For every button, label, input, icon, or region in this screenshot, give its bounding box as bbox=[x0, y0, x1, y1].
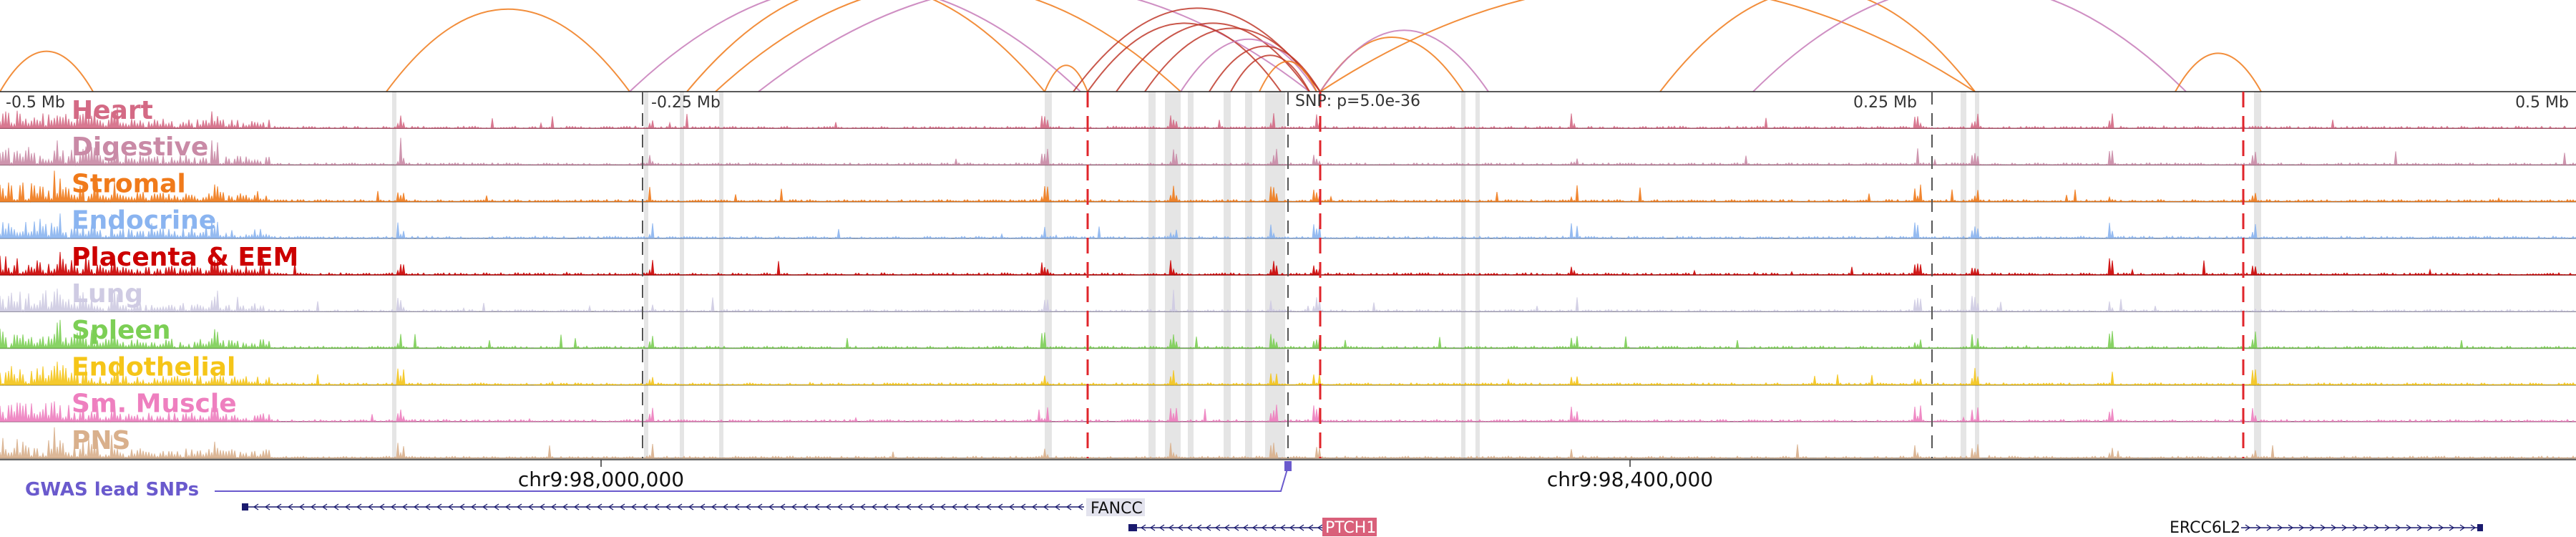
position-label-left: -0.5 Mb bbox=[6, 94, 65, 112]
signal-area bbox=[0, 213, 2576, 240]
gwas-label: GWAS lead SNPs bbox=[25, 479, 199, 500]
interaction-arc bbox=[629, 0, 1081, 92]
chrom-label-2: chr9:98,400,000 bbox=[1547, 468, 1713, 491]
interaction-arc bbox=[686, 0, 1045, 92]
gene-label-bg bbox=[1322, 518, 1377, 536]
track-label: Spleen bbox=[72, 316, 171, 345]
interaction-arc bbox=[1180, 38, 1317, 92]
track-label: Digestive bbox=[72, 132, 208, 162]
track-label: Endothelial bbox=[72, 352, 235, 382]
chrom-label-1: chr9:98,000,000 bbox=[518, 468, 684, 491]
track-spleen bbox=[0, 319, 2576, 350]
track-labels: Heart Digestive Stromal Endocrine Placenta &… bbox=[72, 96, 298, 455]
interaction-arc bbox=[1319, 29, 1489, 92]
interaction-arc bbox=[1087, 22, 1282, 92]
gene-ptch1[interactable]: PTCH1 bbox=[1128, 518, 1377, 537]
signal-area bbox=[0, 400, 2576, 423]
track-label: Placenta & EEM bbox=[72, 243, 298, 272]
signal-area bbox=[0, 319, 2576, 350]
interaction-arc bbox=[1319, 0, 1976, 92]
interaction-arc bbox=[0, 50, 94, 92]
gene-label-ptch1: PTCH1 bbox=[1325, 519, 1376, 537]
signal-area bbox=[0, 137, 2576, 167]
gene-label-ercc6l2: ERCC6L2 bbox=[2170, 519, 2240, 537]
interaction-arc bbox=[1044, 64, 1088, 92]
track-label: Endocrine bbox=[72, 206, 216, 236]
track-endocrine bbox=[0, 213, 2576, 240]
position-label-left-mid: -0.25 Mb bbox=[651, 94, 721, 112]
interaction-arc bbox=[386, 9, 630, 92]
interaction-arc bbox=[1209, 45, 1321, 92]
strand-arrows bbox=[253, 503, 1083, 511]
track-label: Lung bbox=[72, 279, 143, 309]
track-label: Sm. Muscle bbox=[72, 390, 237, 419]
gene-fancc[interactable]: FANCC bbox=[242, 498, 1145, 518]
track-endothelial bbox=[0, 361, 2576, 387]
chromosome-axis: chr9:98,000,000 chr9:98,400,000 bbox=[0, 459, 2576, 491]
interaction-arcs bbox=[0, 0, 2262, 92]
gwas-link-line bbox=[215, 466, 1289, 492]
interaction-arc bbox=[1259, 60, 1317, 92]
interaction-arc bbox=[1144, 27, 1321, 92]
strand-arrows bbox=[2245, 524, 2477, 531]
signal-area bbox=[0, 427, 2576, 460]
gwas-snp-marker[interactable] bbox=[1284, 461, 1292, 471]
interaction-arc bbox=[2175, 52, 2262, 92]
snp-label: SNP: p=5.0e-36 bbox=[1295, 92, 1420, 110]
marker-lines bbox=[642, 92, 2245, 458]
track-area: Heart Digestive Stromal Endocrine Placenta &… bbox=[0, 91, 2576, 460]
gene-label-fancc: FANCC bbox=[1091, 500, 1143, 518]
signal-area bbox=[0, 107, 2576, 130]
signal-area bbox=[0, 170, 2576, 203]
gene-track: FANCC PTCH1 ERCC6L2 bbox=[242, 498, 2483, 537]
gene-ercc6l2[interactable]: ERCC6L2 bbox=[2170, 519, 2483, 537]
position-label-right: 0.5 Mb bbox=[2515, 94, 2569, 112]
signal-area bbox=[0, 361, 2576, 387]
track-label: PNS bbox=[72, 426, 130, 455]
gene-label-bg bbox=[1086, 498, 1145, 516]
interaction-arc bbox=[1752, 0, 2187, 92]
interaction-arc bbox=[1230, 54, 1310, 92]
interaction-arc bbox=[715, 0, 1181, 92]
track-label: Heart bbox=[72, 96, 153, 125]
interaction-arc bbox=[1659, 0, 1976, 92]
track-heart bbox=[0, 107, 2576, 130]
position-label-right-mid: 0.25 Mb bbox=[1853, 94, 1917, 112]
signal-area bbox=[0, 251, 2576, 276]
strand-arrows bbox=[1140, 524, 1323, 531]
gwas-track: GWAS lead SNPs bbox=[25, 461, 1292, 500]
signal-area bbox=[0, 288, 2576, 314]
track-label: Stromal bbox=[72, 169, 186, 198]
